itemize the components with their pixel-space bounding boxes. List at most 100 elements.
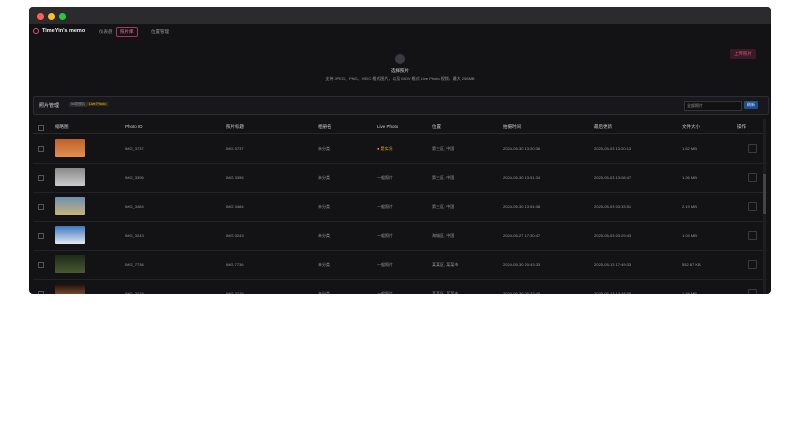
cell: 2024-05-27 17:30:47 (503, 233, 541, 238)
cell: 一般照片 (377, 291, 393, 294)
cell: 2025-05-13 13:48:58 (594, 291, 632, 294)
thumbnail[interactable] (55, 284, 85, 294)
cell: 某某区, 某某市 (432, 291, 459, 294)
title-bar (29, 7, 771, 24)
logo (33, 28, 39, 34)
checkbox[interactable] (38, 291, 44, 294)
refresh-button[interactable]: 刷新 (744, 101, 758, 109)
cell: IMG_7736 (125, 262, 144, 267)
cell: 1.26 MB (682, 175, 697, 180)
cell: 2025-05-03 03:33:51 (594, 204, 632, 209)
more-button[interactable] (748, 202, 757, 211)
cell: 一般照片 (377, 233, 393, 238)
app-name[interactable]: TimeYin's memo (42, 28, 86, 34)
thumbnail[interactable] (55, 168, 85, 186)
cell: 第三区, 中国 (432, 204, 455, 209)
cell: 海城区, 中国 (432, 233, 455, 238)
scrollbar[interactable] (763, 119, 766, 294)
cell: 某某区, 某某市 (432, 262, 459, 267)
tab[interactable]: 位置管理 (151, 29, 169, 34)
more-button[interactable] (748, 260, 757, 269)
cell: 2024-05-30 20:43:33 (503, 262, 541, 267)
upload-button[interactable]: 上传照片 (730, 49, 756, 59)
cell: IMG 3243 (226, 233, 244, 238)
cell: 第三区, 中国 (432, 146, 455, 151)
cell: 552.87 KB (682, 262, 701, 267)
cell: 1.38 MB (682, 291, 697, 294)
upload-title[interactable]: 选择照片 (391, 68, 409, 73)
minimize-button[interactable] (48, 13, 55, 20)
more-button[interactable] (748, 173, 757, 182)
cell: 2024-05-30 13:20:36 (503, 146, 541, 151)
table-row[interactable]: IMG_3484 IMG 3484 未分类 一般照片 第三区, 中国 2024-05-30… (33, 192, 767, 222)
cell: 未分类 (318, 233, 330, 238)
tab[interactable]: 仪表盘 (99, 29, 113, 34)
table-row[interactable]: IMG_7736 IMG 7736 未分类 一般照片 某某区, 某某市 2024-05-3… (33, 250, 767, 280)
zoom-button[interactable] (59, 13, 66, 20)
filter-select[interactable]: 全部照片 (684, 101, 742, 111)
thumbnail[interactable] (55, 197, 85, 215)
cell: 2024-05-30 13:54:38 (503, 204, 541, 209)
column-header: 文件大小 (682, 124, 700, 129)
column-header: 位置 (432, 124, 441, 129)
scroll-thumb[interactable] (763, 174, 766, 214)
app-window: TimeYin's memo 仪表盘 照片库 位置管理 选择照片 支持 JPEG… (29, 7, 771, 294)
column-header: 缩略图 (55, 124, 69, 129)
cell: 2025-05-03 13:08:47 (594, 175, 632, 180)
cell: IMG 3484 (226, 204, 244, 209)
table-row[interactable]: IMG_3737 IMG 3737 未分类 ● 是实况 第三区, 中国 2024-05-3… (33, 134, 767, 164)
cell: 未分类 (318, 204, 330, 209)
toolbar: 照片管理 56张照片 Live Photo 全部照片 刷新 (33, 96, 769, 115)
table-row[interactable]: IMG_3396 IMG 3396 未分类 一般照片 第三区, 中国 2024-05-30… (33, 163, 767, 193)
cell: ● 是实况 (377, 146, 393, 151)
checkbox[interactable] (38, 233, 44, 239)
upload-icon[interactable] (395, 54, 405, 64)
cell: 未分类 (318, 146, 330, 151)
column-header: 相册名 (318, 124, 332, 129)
thumbnail[interactable] (55, 255, 85, 273)
cell: IMG 3737 (226, 146, 244, 151)
cell: IMG_3279 (125, 291, 144, 294)
checkbox[interactable] (38, 262, 44, 268)
more-button[interactable] (748, 231, 757, 240)
checkbox[interactable] (38, 146, 44, 152)
cell: IMG 7736 (226, 262, 244, 267)
cell: 一般照片 (377, 262, 393, 267)
table-body: IMG_3737 IMG 3737 未分类 ● 是实况 第三区, 中国 2024-05-3… (33, 134, 767, 294)
column-header: 照片标题 (226, 124, 244, 129)
checkbox[interactable] (38, 125, 44, 131)
upload-hint: 支持 JPEG、PNG、HEIC 格式图片，以及 MOV 格式 Live Pho… (325, 76, 475, 81)
cell: IMG_3243 (125, 233, 144, 238)
table-row[interactable]: IMG_3243 IMG 3243 未分类 一般照片 海城区, 中国 2024-05-27… (33, 221, 767, 251)
cell: 1.62 MB (682, 146, 697, 151)
checkbox[interactable] (38, 175, 44, 181)
thumbnail[interactable] (55, 139, 85, 157)
live-tag: Live Photo (87, 102, 108, 106)
cell: 一般照片 (377, 175, 393, 180)
cell: 2025-05-03 13:20:13 (594, 146, 632, 151)
cell: IMG_3484 (125, 204, 144, 209)
cell: 2024-05-30 20:32:48 (503, 291, 541, 294)
cell: 2025-05-13 17:49:33 (594, 262, 632, 267)
cell: IMG 3279 (226, 291, 244, 294)
cell: 一般照片 (377, 204, 393, 209)
count-tag: 56张照片 (69, 102, 88, 107)
cell: 未分类 (318, 175, 330, 180)
cell: 1.04 MB (682, 233, 697, 238)
more-button[interactable] (748, 144, 757, 153)
cell: 第三区, 中国 (432, 175, 455, 180)
cell: IMG 3396 (226, 175, 244, 180)
more-button[interactable] (748, 289, 757, 294)
close-button[interactable] (37, 13, 44, 20)
cell: 2025-05-03 03:29:43 (594, 233, 632, 238)
tab-active[interactable]: 照片库 (116, 27, 138, 37)
cell: 未分类 (318, 262, 330, 267)
column-header: 拍摄时间 (503, 124, 521, 129)
thumbnail[interactable] (55, 226, 85, 244)
table-row[interactable]: IMG_3279 IMG 3279 未分类 一般照片 某某区, 某某市 2024-05-3… (33, 279, 767, 294)
table-header: 缩略图 Photo ID 照片标题 相册名 Live Photo 位置 拍摄时间 最后更新 文件… (33, 121, 767, 134)
checkbox[interactable] (38, 204, 44, 210)
column-header: Live Photo (377, 124, 399, 129)
column-header: Photo ID (125, 124, 143, 129)
